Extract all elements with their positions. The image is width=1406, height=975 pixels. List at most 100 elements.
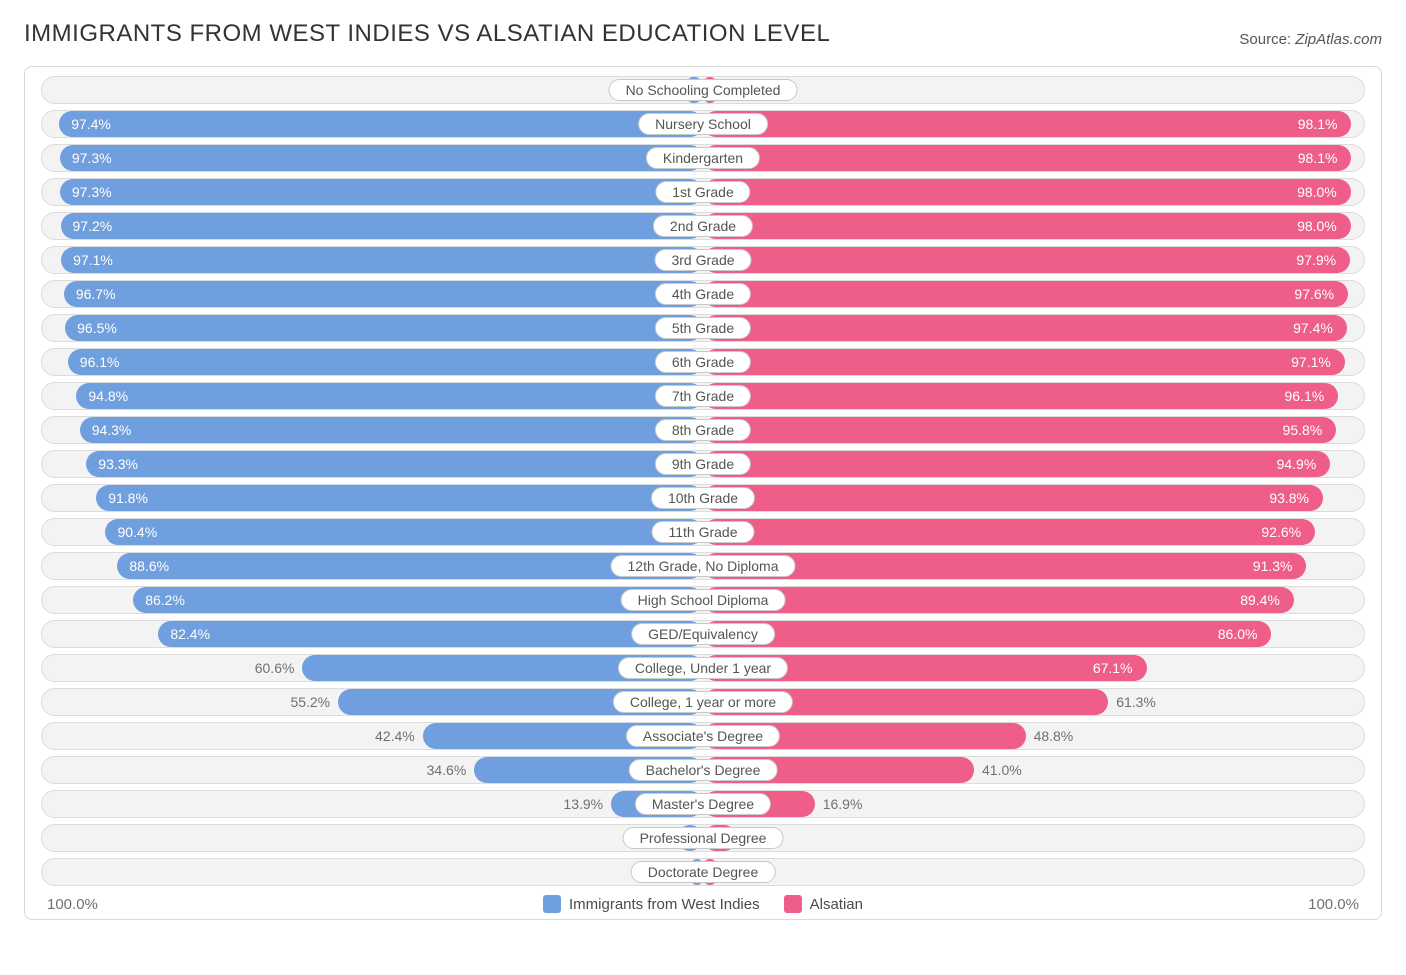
bar-right: 98.1% xyxy=(703,145,1351,171)
value-right: 98.0% xyxy=(1297,184,1337,200)
bar-left: 97.4% xyxy=(59,111,703,137)
value-left: 94.8% xyxy=(88,388,128,404)
value-left: 34.6% xyxy=(427,757,467,783)
value-left: 97.1% xyxy=(73,252,113,268)
bar-left: 86.2% xyxy=(133,587,703,613)
legend-swatch xyxy=(543,895,561,913)
chart-row: 42.4% 48.8% Associate's Degree xyxy=(41,722,1365,750)
category-label: Associate's Degree xyxy=(626,725,780,747)
category-label: College, 1 year or more xyxy=(613,691,793,713)
chart-row: 97.2%98.0%2nd Grade xyxy=(41,212,1365,240)
bar-left: 82.4% xyxy=(158,621,703,647)
bar-left: 97.3% xyxy=(60,145,703,171)
axis-right-label: 100.0% xyxy=(1308,896,1359,913)
bar-left: 94.8% xyxy=(76,383,703,409)
category-label: 12th Grade, No Diploma xyxy=(611,555,796,577)
category-label: 9th Grade xyxy=(655,453,751,475)
chart-row: 55.2% 61.3% College, 1 year or more xyxy=(41,688,1365,716)
bar-left: 97.3% xyxy=(60,179,703,205)
value-left: 42.4% xyxy=(375,723,415,749)
bar-left: 93.3% xyxy=(86,451,703,477)
bar-left: 97.1% xyxy=(61,247,703,273)
chart-row: 97.3% 98.0% 1st Grade xyxy=(41,178,1365,206)
value-left: 86.2% xyxy=(145,592,185,608)
value-right: 67.1% xyxy=(1093,660,1133,676)
value-left: 90.4% xyxy=(117,524,157,540)
bar-left: 96.7% xyxy=(64,281,703,307)
value-right: 97.1% xyxy=(1291,354,1331,370)
value-right: 98.1% xyxy=(1298,116,1338,132)
value-left: 97.3% xyxy=(72,150,112,166)
category-label: 3rd Grade xyxy=(654,249,751,271)
chart-row: 90.4% 92.6% 11th Grade xyxy=(41,518,1365,546)
category-label: No Schooling Completed xyxy=(609,79,798,101)
bar-left: 96.1% xyxy=(68,349,703,375)
value-right: 95.8% xyxy=(1283,422,1323,438)
category-label: Kindergarten xyxy=(646,147,760,169)
category-label: Professional Degree xyxy=(623,827,784,849)
category-label: 6th Grade xyxy=(655,351,751,373)
chart-row: 96.7%97.6%4th Grade xyxy=(41,280,1365,308)
value-right: 93.8% xyxy=(1269,490,1309,506)
legend-label: Immigrants from West Indies xyxy=(569,896,760,913)
chart-row: 13.9% 16.9% Master's Degree xyxy=(41,790,1365,818)
bar-right: 98.1% xyxy=(703,111,1351,137)
value-right: 97.4% xyxy=(1293,320,1333,336)
value-left: 96.5% xyxy=(77,320,117,336)
bar-left: 94.3% xyxy=(80,417,703,443)
chart-row: 97.3% 98.1%Kindergarten xyxy=(41,144,1365,172)
chart-row: 96.1% 97.1% 6th Grade xyxy=(41,348,1365,376)
chart-row: 2.7%2.0%No Schooling Completed xyxy=(41,76,1365,104)
bar-right: 94.9% xyxy=(703,451,1330,477)
value-right: 48.8% xyxy=(1034,723,1074,749)
chart-row: 82.4%86.0%GED/Equivalency xyxy=(41,620,1365,648)
bar-right: 86.0% xyxy=(703,621,1271,647)
value-right: 61.3% xyxy=(1116,689,1156,715)
chart-row: 91.8%93.8%10th Grade xyxy=(41,484,1365,512)
category-label: 8th Grade xyxy=(655,419,751,441)
legend-label: Alsatian xyxy=(810,896,863,913)
category-label: 2nd Grade xyxy=(653,215,753,237)
category-label: 1st Grade xyxy=(655,181,750,203)
value-left: 97.3% xyxy=(72,184,112,200)
value-right: 91.3% xyxy=(1253,558,1293,574)
category-label: 7th Grade xyxy=(655,385,751,407)
chart-row: 96.5%97.4%5th Grade xyxy=(41,314,1365,342)
bar-left: 97.2% xyxy=(61,213,703,239)
value-left: 94.3% xyxy=(92,422,132,438)
legend-item: Immigrants from West Indies xyxy=(543,895,760,913)
category-label: Master's Degree xyxy=(635,793,771,815)
category-label: 11th Grade xyxy=(651,521,754,543)
source-attribution: Source: ZipAtlas.com xyxy=(1239,31,1382,48)
chart-row: 97.1% 97.9% 3rd Grade xyxy=(41,246,1365,274)
chart-row: 34.6% 41.0% Bachelor's Degree xyxy=(41,756,1365,784)
value-right: 92.6% xyxy=(1261,524,1301,540)
category-label: College, Under 1 year xyxy=(618,657,788,679)
value-right: 97.9% xyxy=(1296,252,1336,268)
value-left: 96.7% xyxy=(76,286,116,302)
bar-right: 93.8% xyxy=(703,485,1323,511)
value-left: 82.4% xyxy=(170,626,210,642)
value-right: 86.0% xyxy=(1218,626,1258,642)
value-right: 41.0% xyxy=(982,757,1022,783)
bar-right: 98.0% xyxy=(703,213,1351,239)
bar-right: 92.6% xyxy=(703,519,1315,545)
value-right: 16.9% xyxy=(823,791,863,817)
chart-row: 94.3% 95.8% 8th Grade xyxy=(41,416,1365,444)
bar-right: 97.1% xyxy=(703,349,1345,375)
value-left: 88.6% xyxy=(129,558,169,574)
value-left: 55.2% xyxy=(290,689,330,715)
bar-left: 90.4% xyxy=(105,519,703,545)
bar-right: 89.4% xyxy=(703,587,1294,613)
value-right: 89.4% xyxy=(1240,592,1280,608)
bar-right: 97.4% xyxy=(703,315,1347,341)
category-label: Doctorate Degree xyxy=(631,861,776,883)
value-left: 13.9% xyxy=(563,791,603,817)
category-label: Nursery School xyxy=(638,113,768,135)
category-label: Bachelor's Degree xyxy=(629,759,778,781)
category-label: High School Diploma xyxy=(621,589,786,611)
bar-right: 95.8% xyxy=(703,417,1336,443)
axis-left-label: 100.0% xyxy=(47,896,98,913)
legend-item: Alsatian xyxy=(784,895,863,913)
value-left: 93.3% xyxy=(98,456,138,472)
